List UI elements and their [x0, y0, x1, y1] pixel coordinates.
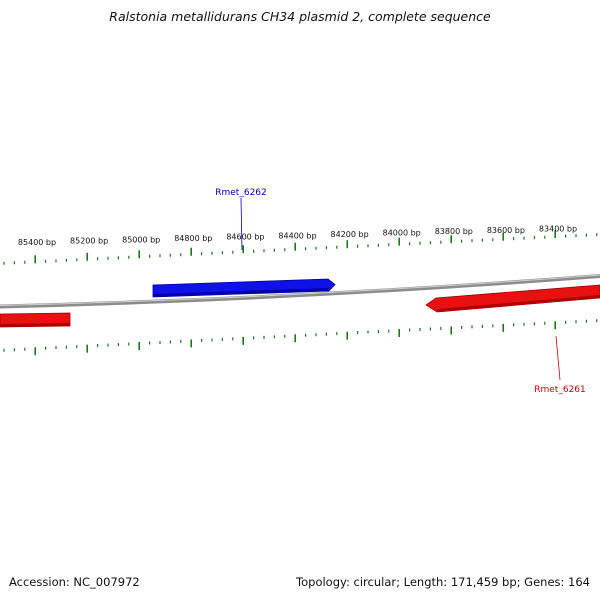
position-label: 83400 bp: [539, 225, 577, 234]
accession-info: Accession: NC_007972: [9, 575, 140, 589]
position-labels: 85400 bp 85200 bp 85000 bp 84800 bp 84600 bp…: [18, 225, 577, 248]
genes-label: Genes:: [524, 575, 565, 589]
topology-label: Topology:: [296, 575, 350, 589]
gene-arrow-shade: [437, 295, 600, 312]
position-label: 84000 bp: [383, 229, 421, 238]
genes-value: 164: [568, 575, 590, 589]
position-label: 84200 bp: [331, 230, 369, 239]
accession-value: NC_007972: [73, 575, 140, 589]
position-label: 84600 bp: [226, 233, 264, 242]
position-label: 84400 bp: [278, 231, 316, 240]
length-value: 171,459 bp: [450, 575, 517, 589]
outer-tick-ring: [3, 230, 598, 265]
accession-label: Accession:: [9, 575, 70, 589]
inner-tick-ring: [3, 319, 598, 356]
position-label: 85400 bp: [18, 238, 56, 247]
gene-label-leader: [555, 335, 561, 381]
gene-label-rmet-6261[interactable]: Rmet_6261: [534, 385, 586, 395]
gene-arrow-shade: [153, 288, 329, 297]
gene-partial-left[interactable]: [0, 312, 71, 328]
position-label: 85000 bp: [122, 235, 160, 244]
position-label: 84800 bp: [174, 234, 212, 243]
length-label: Length:: [403, 575, 448, 589]
gene-arrow-shade: [0, 323, 70, 327]
sequence-backbone-highlight: [0, 274, 600, 306]
gene-label-leader: [240, 197, 243, 251]
sequence-backbone: [0, 274, 600, 309]
position-label: 83800 bp: [435, 227, 473, 236]
topology-value: circular: [353, 575, 397, 589]
gene-rmet-6262[interactable]: [152, 278, 336, 298]
gene-rmet-6261[interactable]: [425, 284, 600, 313]
position-label: 85200 bp: [70, 237, 108, 246]
gene-arrow: [425, 284, 600, 313]
gene-label-rmet-6262[interactable]: Rmet_6262: [215, 188, 267, 198]
map-title: Ralstonia metallidurans CH34 plasmid 2, …: [109, 9, 491, 24]
position-label: 83600 bp: [487, 226, 525, 235]
sequence-stats: Topology: circular; Length: 171,459 bp; …: [296, 575, 590, 589]
